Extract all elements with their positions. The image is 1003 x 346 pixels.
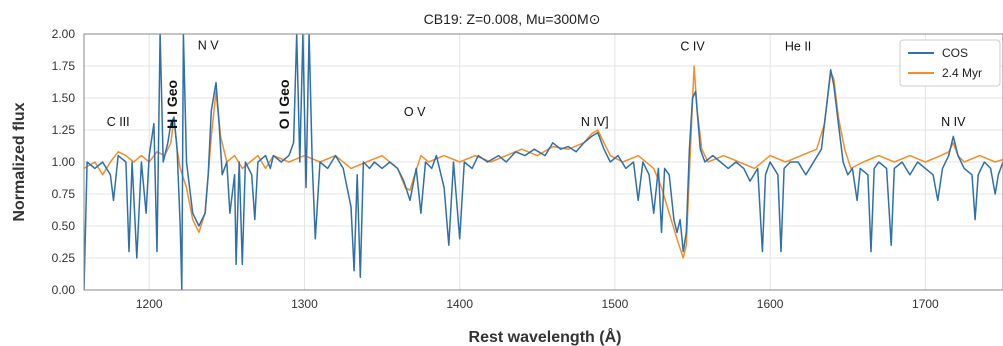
- x-tick-label: 1200: [136, 297, 163, 311]
- annotation-label: C III: [107, 115, 130, 129]
- y-tick-label: 1.25: [52, 123, 76, 137]
- y-tick-label: 2.00: [52, 27, 76, 41]
- line-annotations: C III N V O V N IV] C IV He II N IV H I Geo O I …: [107, 38, 966, 129]
- annotation-label: N IV: [941, 115, 966, 129]
- annotation-label: O V: [404, 105, 426, 119]
- annotation-label: H I Geo: [164, 80, 180, 129]
- plot-frame: [83, 33, 1003, 291]
- annotation-label: C IV: [680, 40, 705, 54]
- tick-labels: 1200 1300 1400 1500 1600 1700 0.00 0.25 0.50 0.75…: [52, 27, 939, 311]
- y-tick-label: 0.00: [52, 283, 76, 297]
- x-tick-label: 1300: [291, 297, 318, 311]
- y-tick-label: 0.50: [52, 219, 76, 233]
- x-tick-label: 1600: [757, 297, 784, 311]
- x-tick-label: 1400: [446, 297, 473, 311]
- series-layer: [84, 34, 1003, 290]
- y-tick-label: 0.75: [52, 187, 76, 201]
- y-tick-label: 1.75: [52, 59, 76, 73]
- y-axis-label: Normalized flux: [11, 102, 28, 221]
- legend-label: 2.4 Myr: [942, 66, 982, 80]
- series-line-2-4-myr: [84, 65, 1003, 259]
- y-tick-label: 0.25: [52, 251, 76, 265]
- chart-title: CB19: Z=0.008, Mu=300M⊙: [424, 11, 601, 27]
- annotation-label: N V: [198, 38, 220, 52]
- legend-label: COS: [942, 46, 968, 60]
- legend: COS 2.4 Myr: [899, 39, 1001, 87]
- series-line-cos: [84, 34, 1003, 290]
- annotation-label: He II: [785, 40, 811, 54]
- x-axis-label: Rest wavelength (Å): [469, 327, 622, 346]
- y-tick-label: 1.00: [52, 155, 76, 169]
- x-tick-label: 1500: [602, 297, 629, 311]
- x-tick-label: 1700: [912, 297, 939, 311]
- y-tick-label: 1.50: [52, 91, 76, 105]
- annotation-label: O I Geo: [276, 80, 292, 130]
- legend-box: [899, 39, 1001, 87]
- annotation-label: N IV]: [581, 115, 609, 129]
